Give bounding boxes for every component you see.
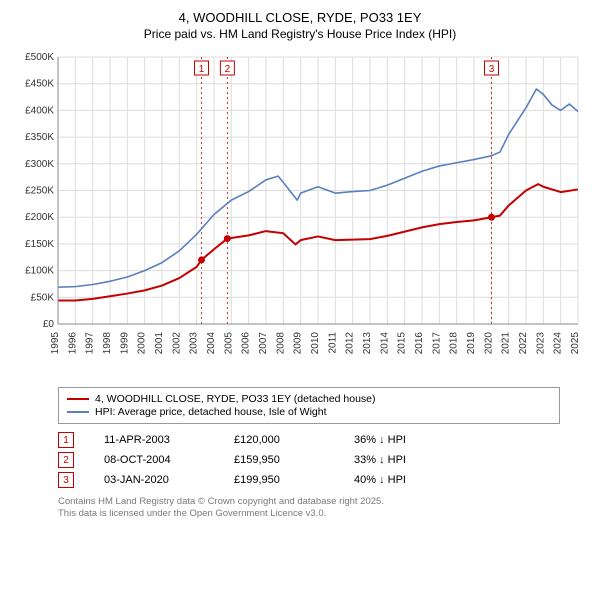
svg-text:2020: 2020 xyxy=(483,332,494,355)
svg-text:£300K: £300K xyxy=(25,159,54,170)
svg-text:2000: 2000 xyxy=(137,332,148,355)
svg-text:2010: 2010 xyxy=(310,332,321,355)
price-chart: £0 £50K £100K £150K £200K £250K £300K £350K £400… xyxy=(10,49,590,379)
legend-item: 4, WOODHILL CLOSE, RYDE, PO33 1EY (detac… xyxy=(67,393,551,405)
svg-text:2014: 2014 xyxy=(379,332,390,355)
svg-text:2009: 2009 xyxy=(293,332,304,355)
svg-text:2022: 2022 xyxy=(518,332,529,355)
svg-text:2007: 2007 xyxy=(258,332,269,355)
page-title: 4, WOODHILL CLOSE, RYDE, PO33 1EY xyxy=(10,10,590,25)
sales-badge: 3 xyxy=(58,472,74,488)
svg-text:£200K: £200K xyxy=(25,212,54,223)
svg-text:2023: 2023 xyxy=(535,332,546,355)
svg-text:£500K: £500K xyxy=(25,52,54,63)
svg-text:2006: 2006 xyxy=(241,332,252,355)
legend-label: 4, WOODHILL CLOSE, RYDE, PO33 1EY (detac… xyxy=(95,393,376,405)
svg-text:1996: 1996 xyxy=(67,332,78,355)
svg-text:2018: 2018 xyxy=(449,332,460,355)
sales-date: 11-APR-2003 xyxy=(104,434,204,446)
svg-text:£350K: £350K xyxy=(25,132,54,143)
sales-row: 2 08-OCT-2004 £159,950 33% ↓ HPI xyxy=(58,452,560,468)
svg-text:2013: 2013 xyxy=(362,332,373,355)
svg-text:2017: 2017 xyxy=(431,332,442,355)
sales-delta: 40% ↓ HPI xyxy=(354,474,444,486)
svg-text:£450K: £450K xyxy=(25,79,54,90)
sales-price: £120,000 xyxy=(234,434,324,446)
legend: 4, WOODHILL CLOSE, RYDE, PO33 1EY (detac… xyxy=(58,387,560,424)
svg-text:2005: 2005 xyxy=(223,332,234,355)
svg-text:2004: 2004 xyxy=(206,332,217,355)
svg-text:2003: 2003 xyxy=(189,332,200,355)
sales-table: 1 11-APR-2003 £120,000 36% ↓ HPI 2 08-OCT-200… xyxy=(58,432,560,488)
svg-text:1999: 1999 xyxy=(119,332,130,355)
svg-text:3: 3 xyxy=(489,64,495,75)
chart-container: £0 £50K £100K £150K £200K £250K £300K £350K £400… xyxy=(10,49,590,379)
svg-text:£50K: £50K xyxy=(31,292,55,303)
sales-delta: 36% ↓ HPI xyxy=(354,434,444,446)
sales-badge: 2 xyxy=(58,452,74,468)
sales-row: 3 03-JAN-2020 £199,950 40% ↓ HPI xyxy=(58,472,560,488)
legend-swatch xyxy=(67,411,89,413)
footnote-line: This data is licensed under the Open Gov… xyxy=(58,508,560,520)
svg-text:2019: 2019 xyxy=(466,332,477,355)
svg-text:2011: 2011 xyxy=(327,332,338,354)
svg-text:£400K: £400K xyxy=(25,105,54,116)
svg-text:2002: 2002 xyxy=(171,332,182,355)
svg-text:2015: 2015 xyxy=(397,332,408,355)
page-subtitle: Price paid vs. HM Land Registry's House … xyxy=(10,27,590,41)
svg-text:2024: 2024 xyxy=(553,332,564,355)
svg-text:2016: 2016 xyxy=(414,332,425,355)
legend-label: HPI: Average price, detached house, Isle… xyxy=(95,406,327,418)
svg-text:1995: 1995 xyxy=(50,332,61,355)
sales-delta: 33% ↓ HPI xyxy=(354,454,444,466)
sales-date: 08-OCT-2004 xyxy=(104,454,204,466)
svg-text:1998: 1998 xyxy=(102,332,113,355)
svg-text:2025: 2025 xyxy=(570,332,581,355)
footnote: Contains HM Land Registry data © Crown c… xyxy=(58,496,560,521)
sales-badge: 1 xyxy=(58,432,74,448)
footnote-line: Contains HM Land Registry data © Crown c… xyxy=(58,496,560,508)
sales-price: £159,950 xyxy=(234,454,324,466)
svg-text:1: 1 xyxy=(199,64,205,75)
svg-text:2012: 2012 xyxy=(345,332,356,355)
legend-swatch xyxy=(67,398,89,400)
svg-text:2001: 2001 xyxy=(154,332,165,355)
svg-text:2021: 2021 xyxy=(501,332,512,355)
svg-text:£100K: £100K xyxy=(25,266,54,277)
svg-text:£150K: £150K xyxy=(25,239,54,250)
svg-text:2: 2 xyxy=(225,64,231,75)
sales-row: 1 11-APR-2003 £120,000 36% ↓ HPI xyxy=(58,432,560,448)
legend-item: HPI: Average price, detached house, Isle… xyxy=(67,406,551,418)
sales-price: £199,950 xyxy=(234,474,324,486)
svg-text:£0: £0 xyxy=(43,319,55,330)
svg-text:£250K: £250K xyxy=(25,186,54,197)
sales-date: 03-JAN-2020 xyxy=(104,474,204,486)
svg-text:1997: 1997 xyxy=(85,332,96,355)
svg-text:2008: 2008 xyxy=(275,332,286,355)
